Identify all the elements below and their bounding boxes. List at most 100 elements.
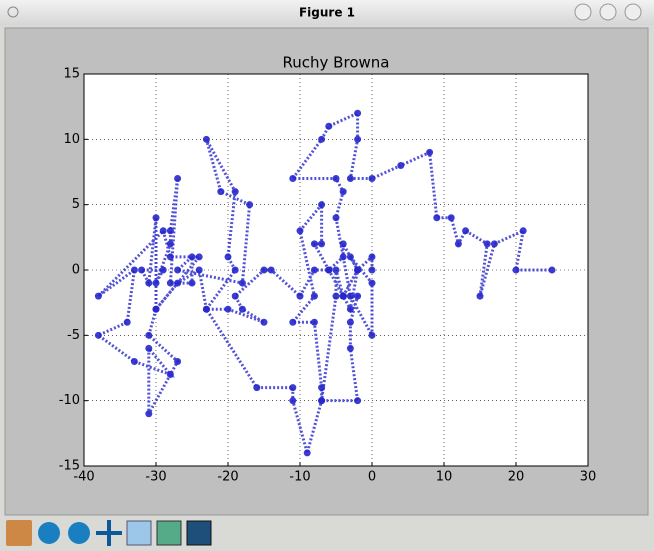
data-point [94, 331, 102, 339]
data-point [368, 175, 376, 183]
data-point [296, 227, 304, 235]
toolbar [6, 520, 212, 546]
data-point [368, 253, 376, 261]
data-point [152, 279, 160, 287]
data-point [512, 266, 520, 274]
data-point [318, 384, 326, 392]
data-point [368, 279, 376, 287]
data-point [289, 175, 297, 183]
data-point [174, 175, 182, 183]
data-point [332, 292, 340, 300]
data-point [354, 135, 362, 143]
close-button[interactable] [624, 3, 642, 21]
data-point [346, 344, 354, 352]
data-point [188, 253, 196, 261]
data-point [130, 266, 138, 274]
data-point [397, 161, 405, 169]
data-point [145, 331, 153, 339]
data-point [325, 266, 333, 274]
x-tick-label: 10 [436, 470, 453, 485]
data-point [426, 148, 434, 156]
y-tick-label: -15 [59, 459, 80, 474]
data-point [130, 357, 138, 365]
data-point [433, 214, 441, 222]
x-tick-label: -40 [73, 470, 94, 485]
y-tick-label: 15 [63, 67, 80, 82]
data-point [152, 305, 160, 313]
data-point [152, 214, 160, 222]
data-point [166, 240, 174, 248]
data-point [238, 305, 246, 313]
data-point [166, 279, 174, 287]
window-menu[interactable] [7, 6, 19, 18]
data-point [354, 109, 362, 117]
data-point [339, 188, 347, 196]
forward-button[interactable] [68, 522, 90, 544]
data-point [166, 253, 174, 261]
data-point [238, 279, 246, 287]
data-point [346, 175, 354, 183]
data-point [354, 292, 362, 300]
data-point [310, 266, 318, 274]
minimize-button[interactable] [574, 3, 592, 21]
data-point [339, 292, 347, 300]
data-point [318, 240, 326, 248]
data-point [332, 266, 340, 274]
data-point [224, 253, 232, 261]
x-tick-label: 30 [580, 470, 597, 485]
data-point [346, 318, 354, 326]
subplots-button[interactable] [156, 520, 182, 546]
x-tick-label: 0 [368, 470, 376, 485]
save-button[interactable] [186, 520, 212, 546]
data-point [246, 201, 254, 209]
y-tick-label: -10 [59, 393, 80, 408]
data-point [231, 292, 239, 300]
data-point [145, 279, 153, 287]
x-tick-label: -30 [145, 470, 166, 485]
data-point [519, 227, 527, 235]
data-point [325, 122, 333, 130]
data-point [166, 371, 174, 379]
data-point [260, 318, 268, 326]
data-point [202, 305, 210, 313]
data-point [195, 253, 203, 261]
data-point [296, 292, 304, 300]
data-point [346, 253, 354, 261]
data-point [346, 305, 354, 313]
y-tick-label: 10 [63, 132, 80, 147]
data-point [202, 135, 210, 143]
data-point [159, 266, 167, 274]
back-button[interactable] [38, 522, 60, 544]
x-tick-label: 20 [508, 470, 525, 485]
data-point [318, 201, 326, 209]
y-tick-label: 5 [72, 197, 80, 212]
data-point [447, 214, 455, 222]
data-point [138, 266, 146, 274]
data-point [354, 266, 362, 274]
data-point [123, 318, 131, 326]
data-point [354, 397, 362, 405]
data-point [332, 175, 340, 183]
home-button[interactable] [6, 520, 32, 546]
data-point [224, 305, 232, 313]
data-point [174, 357, 182, 365]
data-point [253, 384, 261, 392]
y-tick-label: -5 [67, 328, 80, 343]
maximize-button[interactable] [599, 3, 617, 21]
data-point [159, 227, 167, 235]
data-point [267, 266, 275, 274]
pan-button[interactable] [96, 520, 122, 546]
data-point [174, 266, 182, 274]
title-bar [0, 0, 654, 25]
data-point [483, 240, 491, 248]
window-title: Figure 1 [299, 6, 355, 20]
zoom-button[interactable] [126, 520, 152, 546]
data-point [318, 135, 326, 143]
data-point [310, 240, 318, 248]
data-point [339, 240, 347, 248]
data-point [490, 240, 498, 248]
data-point [310, 318, 318, 326]
data-point [231, 266, 239, 274]
data-point [303, 449, 311, 457]
